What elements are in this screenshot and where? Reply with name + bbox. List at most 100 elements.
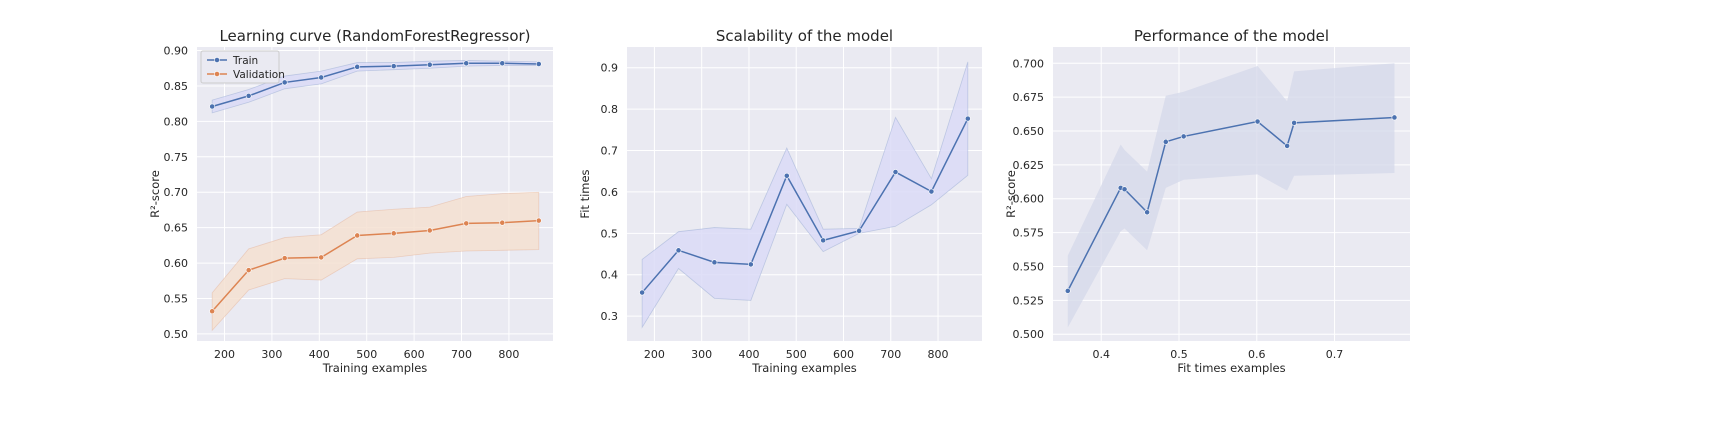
data-points: [1064, 114, 1398, 294]
panel-performance: 0.4 0.5 0.6 0.7 0.5000.5250.5500.5750.6000.…: [1004, 27, 1410, 375]
data-point: [318, 74, 325, 81]
data-point: [281, 255, 288, 262]
x-tick-label: 800: [498, 348, 519, 361]
y-tick-labels: 0.3 0.4 0.5 0.6 0.7 0.8 0.9: [601, 62, 619, 323]
x-axis-label: Fit times examples: [1177, 361, 1285, 375]
data-points: [639, 115, 971, 296]
data-point: [209, 103, 216, 110]
data-point: [390, 63, 397, 70]
data-point: [426, 227, 433, 234]
series-lines: [211, 62, 539, 312]
data-point: [463, 220, 470, 227]
data-point: [354, 232, 361, 239]
x-tick-label: 0.5: [1170, 348, 1188, 361]
y-tick-label: 0.75: [164, 151, 189, 164]
x-tick-label: 0.6: [1248, 348, 1266, 361]
x-tick-label: 400: [309, 348, 330, 361]
confidence-bands: [641, 61, 969, 329]
y-tick-label: 0.6: [601, 186, 619, 199]
data-point: [675, 247, 682, 254]
data-point: [892, 169, 899, 175]
data-points: [209, 60, 542, 315]
y-tick-label: 0.500: [1013, 328, 1045, 341]
legend-label-validation: Validation: [233, 69, 285, 81]
x-tick-labels: 200 300 400 500 600 700 800: [214, 348, 519, 361]
y-tick-label: 0.525: [1013, 294, 1045, 307]
data-point: [463, 60, 470, 67]
data-point: [783, 172, 790, 179]
chart-title: Scalability of the model: [716, 27, 893, 45]
y-tick-label: 0.700: [1013, 57, 1045, 70]
data-point: [535, 61, 542, 67]
chart-title: Learning curve (RandomForestRegressor): [219, 27, 530, 45]
legend-label-train: Train: [232, 55, 258, 67]
data-point: [209, 308, 216, 315]
data-point: [499, 60, 506, 67]
data-point: [639, 289, 646, 296]
y-tick-label: 0.550: [1013, 260, 1045, 273]
y-tick-labels: 0.50 0.55 0.60 0.65 0.70 0.75 0.80 0.85 0.90: [164, 45, 189, 341]
x-tick-label: 500: [786, 348, 807, 361]
y-tick-label: 0.70: [164, 186, 189, 199]
y-tick-label: 0.8: [601, 103, 619, 116]
data-point: [281, 79, 288, 86]
y-axis-label: Fit times: [578, 169, 592, 218]
legend-marker-train: [214, 57, 220, 63]
panel-scalability: 200 300 400 500 600 700 800 0.3 0.4 0.5 0.6 0.7 0.8…: [578, 27, 982, 375]
x-tick-label: 600: [833, 348, 854, 361]
x-tick-labels: 0.4 0.5 0.6 0.7: [1092, 348, 1343, 361]
data-point: [535, 217, 542, 224]
y-tick-label: 0.7: [601, 145, 619, 158]
y-axis-label: R²-score: [148, 170, 162, 218]
confidence-band: [1067, 63, 1395, 328]
data-point: [856, 227, 862, 234]
data-point: [245, 267, 252, 274]
x-axis-label: Training examples: [322, 361, 428, 375]
x-tick-label: 600: [404, 348, 425, 361]
series-line: [641, 118, 969, 294]
data-point: [1064, 287, 1071, 294]
x-tick-label: 0.4: [1092, 348, 1110, 361]
data-point: [426, 61, 433, 68]
data-point: [1121, 186, 1128, 193]
x-tick-label: 300: [261, 348, 282, 361]
data-point: [1162, 138, 1169, 145]
y-tick-label: 0.5: [601, 227, 619, 240]
data-point: [928, 188, 935, 195]
y-tick-label: 0.3: [601, 310, 619, 323]
data-point: [1391, 114, 1398, 121]
series-lines: [641, 118, 969, 294]
x-tick-labels: 200 300 400 500 600 700 800: [644, 348, 949, 361]
y-tick-label: 0.85: [164, 80, 189, 93]
data-point: [499, 219, 506, 226]
x-tick-label: 0.7: [1326, 348, 1344, 361]
panel-learning-curve: 200 300 400 500 600 700 800 0.500.550.600.650.…: [148, 27, 553, 375]
x-tick-label: 300: [691, 348, 712, 361]
legend: Train Validation: [200, 50, 285, 84]
y-tick-label: 0.650: [1013, 125, 1045, 138]
x-tick-label: 500: [356, 348, 377, 361]
x-tick-label: 700: [880, 348, 901, 361]
y-tick-labels: 0.500 0.525 0.550 0.575 0.600 0.625 0.650 0.675…: [1013, 57, 1045, 341]
x-axis-label: Training examples: [751, 361, 857, 375]
y-tick-label: 0.80: [164, 115, 189, 128]
legend-box: [200, 50, 280, 84]
legend-marker-validation: [214, 71, 220, 77]
y-tick-label: 0.9: [601, 62, 619, 75]
y-tick-label: 0.65: [164, 222, 189, 235]
data-point: [245, 92, 252, 99]
data-point: [1180, 133, 1187, 140]
confidence-band: [211, 191, 540, 332]
x-tick-label: 400: [738, 348, 759, 361]
y-tick-label: 0.90: [164, 45, 189, 58]
confidence-bands: [1067, 63, 1395, 328]
y-tick-label: 0.625: [1013, 159, 1045, 172]
data-point: [1291, 119, 1298, 126]
data-point: [1144, 209, 1151, 216]
chart-title: Performance of the model: [1134, 27, 1329, 45]
series-line: [211, 62, 539, 108]
x-tick-label: 700: [451, 348, 472, 361]
x-tick-label: 200: [214, 348, 235, 361]
data-point: [354, 63, 361, 70]
